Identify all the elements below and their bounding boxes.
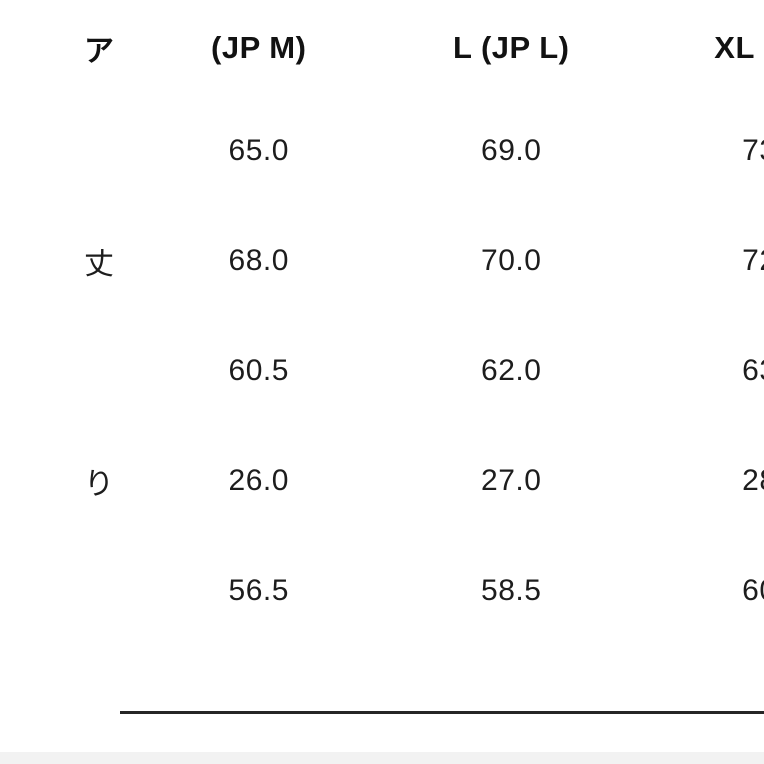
table-row: り 26.0 27.0 28. — [0, 426, 764, 536]
table-row: 65.0 69.0 73. — [0, 96, 764, 206]
cell-size-l: 27.0 — [385, 426, 638, 536]
row-label — [0, 536, 133, 646]
column-header-row-label: ア — [0, 0, 133, 96]
row-label — [0, 96, 133, 206]
cell-size-m: 56.5 — [132, 536, 385, 646]
cell-size-xl: 63. — [637, 316, 764, 426]
table-scroll-viewport[interactable]: ア (JP M) L (JP L) XL (JP 65.0 69.0 73. 丈… — [0, 0, 764, 730]
row-label: り — [0, 426, 133, 536]
cell-size-m: 68.0 — [132, 206, 385, 316]
cell-size-m: 60.5 — [132, 316, 385, 426]
horizontal-scrollbar-track[interactable] — [0, 735, 764, 753]
table-row: 56.5 58.5 60. — [0, 536, 764, 646]
cell-size-m: 65.0 — [132, 96, 385, 206]
cell-size-l: 69.0 — [385, 96, 638, 206]
column-header-size-l: L (JP L) — [385, 0, 638, 96]
cell-size-l: 62.0 — [385, 316, 638, 426]
cell-size-xl: 60. — [637, 536, 764, 646]
table-row: 60.5 62.0 63. — [0, 316, 764, 426]
cell-size-xl: 72. — [637, 206, 764, 316]
table-row: 丈 68.0 70.0 72. — [0, 206, 764, 316]
cell-size-l: 70.0 — [385, 206, 638, 316]
cell-size-xl: 28. — [637, 426, 764, 536]
table-body: 65.0 69.0 73. 丈 68.0 70.0 72. 60.5 62.0 … — [0, 96, 764, 646]
row-label: 丈 — [0, 206, 133, 316]
table-header: ア (JP M) L (JP L) XL (JP — [0, 0, 764, 96]
table-header-row: ア (JP M) L (JP L) XL (JP — [0, 0, 764, 96]
cell-size-xl: 73. — [637, 96, 764, 206]
column-header-size-xl: XL (JP — [637, 0, 764, 96]
size-chart-table: ア (JP M) L (JP L) XL (JP 65.0 69.0 73. 丈… — [0, 0, 764, 646]
bottom-gutter — [0, 752, 764, 764]
table-bottom-rule — [120, 711, 764, 714]
row-label — [0, 316, 133, 426]
cell-size-l: 58.5 — [385, 536, 638, 646]
cell-size-m: 26.0 — [132, 426, 385, 536]
column-header-size-m: (JP M) — [132, 0, 385, 96]
